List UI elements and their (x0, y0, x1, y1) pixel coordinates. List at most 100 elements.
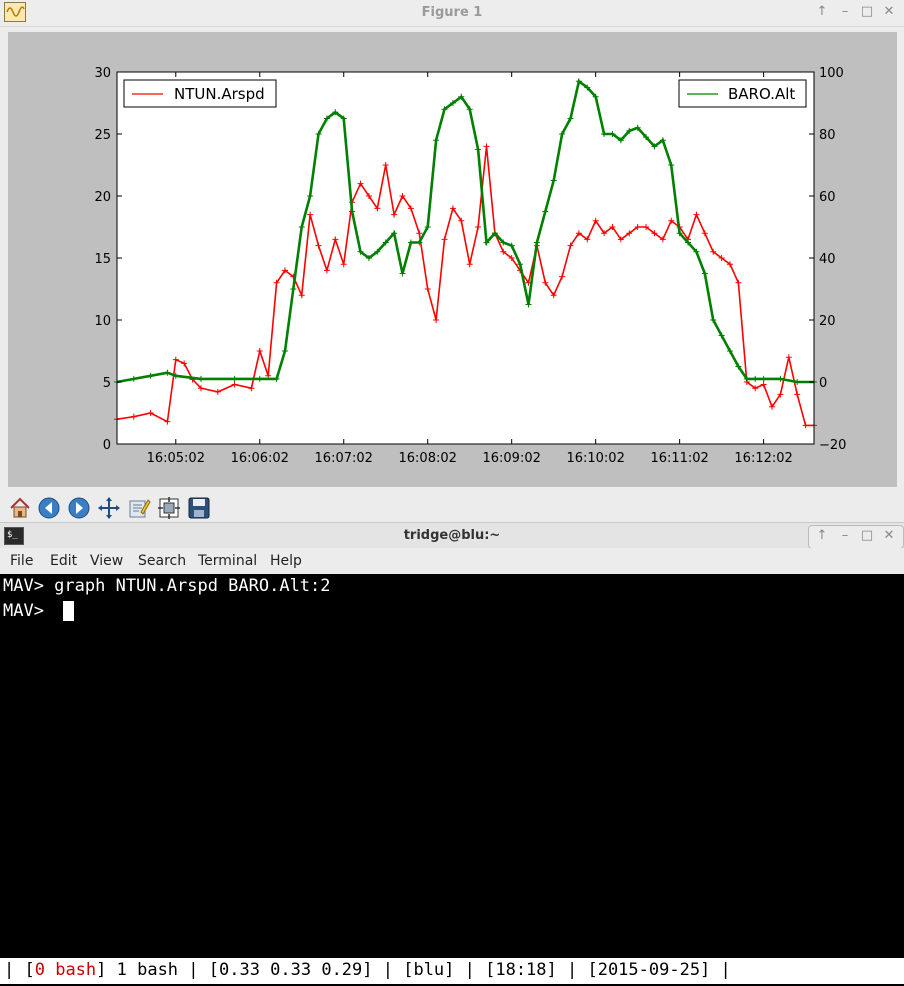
legend-left: NTUN.Arspd (123, 79, 277, 108)
data-point (416, 239, 423, 246)
terminal-titlebar[interactable]: $_ tridge@blu:~ ↑ – □ ✕ (0, 522, 904, 549)
data-point (382, 162, 389, 168)
data-point (643, 224, 650, 230)
figure-titlebar[interactable]: Figure 1 ↑ – □ ✕ (0, 0, 904, 27)
data-point (592, 93, 599, 100)
data-point (693, 248, 700, 255)
data-point (449, 205, 456, 212)
data-point (668, 162, 675, 168)
save-icon[interactable] (187, 496, 211, 520)
back-icon[interactable] (37, 496, 61, 520)
terminal-window-controls: ↑ – □ ✕ (808, 525, 904, 549)
data-point (449, 100, 456, 106)
y-left-tick-label: 0 (103, 438, 111, 453)
data-point (475, 224, 482, 230)
data-point (760, 375, 767, 382)
plot-area[interactable]: 16:05:02 16:06:02 16:07:02 16:08:02 16:09:02… (8, 32, 897, 487)
home-icon[interactable] (8, 496, 32, 520)
data-point (399, 193, 406, 199)
y-right-tick-label: 20 (819, 314, 836, 329)
data-point (794, 379, 801, 385)
data-point (483, 239, 490, 246)
term-close-button[interactable]: ✕ (883, 528, 895, 543)
data-point (718, 332, 725, 339)
status-window-list[interactable]: ] 1 bash (96, 960, 179, 980)
y-right-tick-label: 40 (819, 252, 836, 267)
status-active-window[interactable]: 0 bash (34, 960, 97, 980)
data-point (374, 205, 381, 212)
data-point (659, 236, 666, 243)
configure-subplots-icon[interactable] (157, 496, 181, 520)
data-point (433, 137, 440, 144)
menu-view[interactable]: View (90, 553, 124, 569)
legend-left-label: NTUN.Arspd (174, 85, 265, 103)
data-point (735, 279, 742, 286)
menu-file[interactable]: File (10, 553, 34, 569)
figure-canvas[interactable]: 16:05:02 16:06:02 16:07:02 16:08:02 16:09:02… (8, 32, 897, 487)
data-point (281, 348, 288, 354)
data-point (508, 242, 515, 249)
fig-close-button[interactable]: ✕ (883, 4, 895, 19)
terminal-output[interactable]: MAV> graph NTUN.Arspd BARO.Alt:2 MAV> (0, 574, 904, 954)
data-point (584, 84, 591, 91)
x-tick-label: 16:08:02 (399, 451, 457, 466)
fig-minimize-button[interactable]: – (841, 4, 849, 19)
legend-right-label: BARO.Alt (728, 85, 795, 103)
data-point (357, 248, 364, 255)
data-point (500, 248, 507, 255)
data-point (349, 208, 356, 215)
x-tick-label: 16:11:02 (650, 451, 708, 466)
data-point (542, 279, 549, 286)
data-point (214, 388, 221, 395)
data-point (743, 375, 750, 382)
data-point (340, 115, 347, 122)
edit-axes-icon[interactable] (127, 496, 151, 520)
terminal-prompt-line: MAV> (3, 601, 55, 621)
term-minimize-button[interactable]: – (841, 528, 849, 543)
data-point (197, 375, 204, 382)
data-point (508, 255, 515, 261)
menu-edit[interactable]: Edit (50, 553, 78, 569)
series-NTUN.Arspd (114, 143, 817, 429)
x-tick-label: 16:05:02 (147, 451, 205, 466)
status-time: | [18:18] (454, 960, 557, 980)
data-point (601, 230, 608, 237)
menu-search[interactable]: Search (138, 553, 187, 569)
data-point (634, 224, 641, 230)
data-point (273, 375, 280, 382)
data-point (256, 375, 263, 382)
data-point (491, 230, 498, 237)
data-point (130, 413, 137, 420)
data-point (777, 375, 784, 382)
data-point (701, 230, 708, 237)
menu-terminal[interactable]: Terminal (198, 553, 258, 569)
data-point (609, 131, 616, 137)
axes-background (117, 72, 814, 444)
x-tick-label: 16:07:02 (315, 451, 373, 466)
y-left-tick-label: 25 (94, 128, 111, 143)
data-point (256, 348, 263, 354)
forward-icon[interactable] (67, 496, 91, 520)
data-point (315, 242, 322, 249)
data-point (323, 267, 330, 274)
data-point (273, 279, 280, 286)
data-point (382, 239, 389, 246)
data-point (365, 193, 372, 199)
term-maximize-button[interactable]: □ (860, 528, 874, 543)
data-point (130, 375, 137, 382)
data-point (752, 385, 759, 392)
series-line (116, 79, 814, 384)
menu-help[interactable]: Help (270, 553, 302, 569)
data-point (525, 301, 532, 308)
data-point (550, 292, 557, 299)
pan-icon[interactable] (97, 496, 121, 520)
terminal-line: MAV> graph NTUN.Arspd BARO.Alt:2 (3, 576, 331, 596)
data-point (575, 230, 582, 237)
fig-maximize-button[interactable]: □ (860, 4, 874, 19)
window-title: Figure 1 (421, 5, 483, 20)
term-shade-button[interactable]: ↑ (816, 528, 828, 543)
data-point (567, 115, 574, 122)
y-left-tick-label: 30 (94, 66, 111, 81)
fig-shade-button[interactable]: ↑ (816, 4, 828, 19)
data-point (727, 261, 734, 268)
